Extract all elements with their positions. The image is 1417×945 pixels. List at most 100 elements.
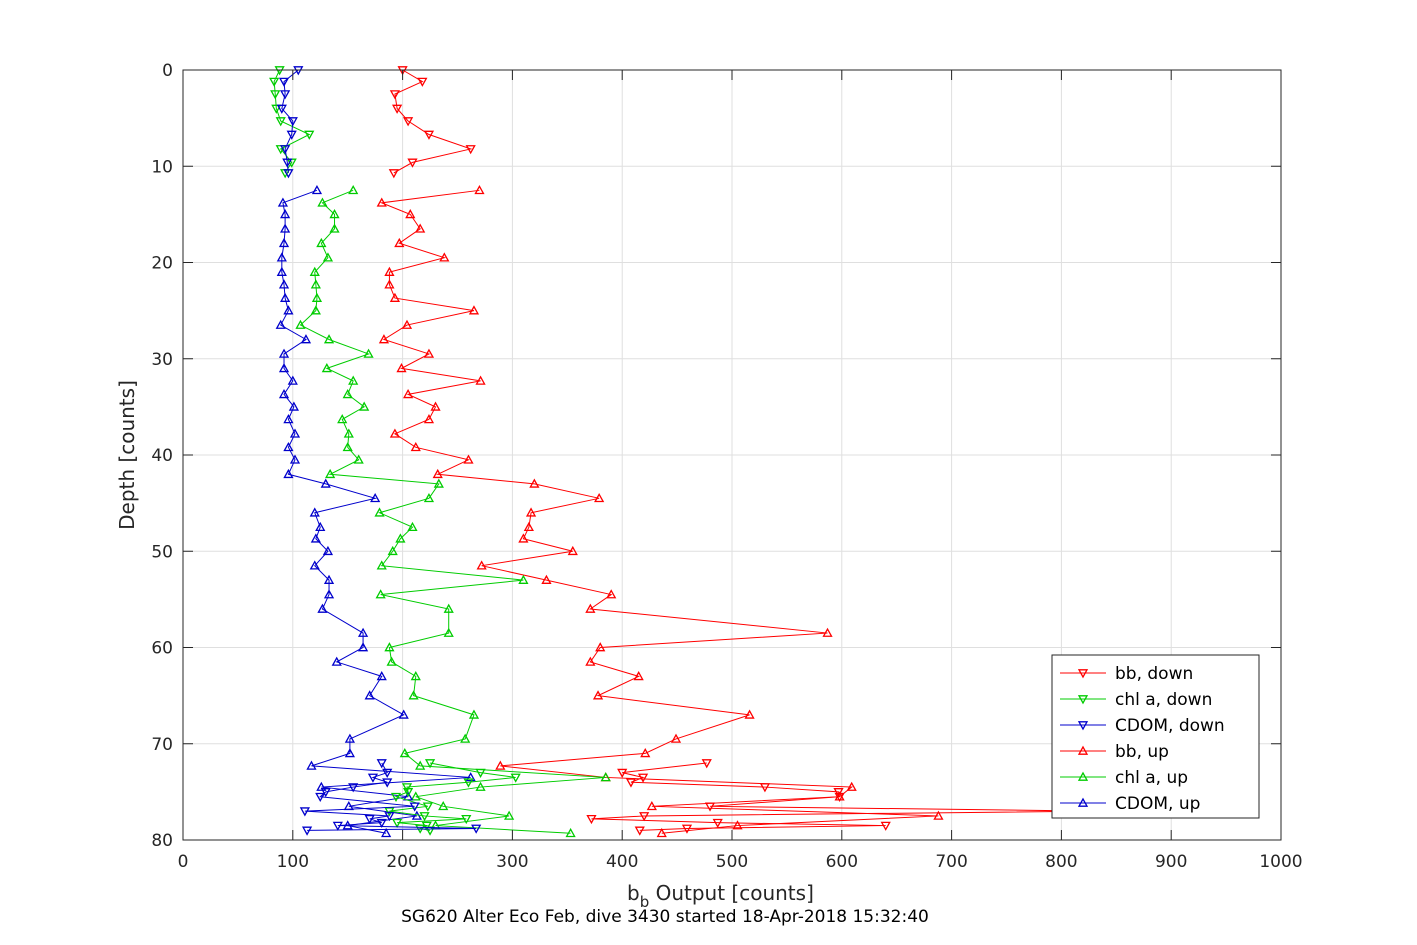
- data-point: [331, 656, 342, 666]
- data-point: [311, 292, 323, 302]
- legend-marker: [1077, 797, 1089, 807]
- data-point: [600, 772, 611, 782]
- data-point: [417, 77, 428, 87]
- series-line: [393, 69, 473, 174]
- data-point: [846, 781, 857, 791]
- data-point: [283, 468, 294, 479]
- series-line: [591, 762, 1095, 831]
- data-point: [475, 375, 486, 385]
- x-axis-label-subscript: b: [640, 893, 650, 911]
- data-point: [320, 788, 331, 798]
- data-point: [280, 145, 291, 155]
- data-point: [322, 252, 334, 262]
- data-point: [586, 814, 597, 825]
- data-point: [316, 781, 327, 791]
- data-point: [275, 117, 286, 127]
- data-point: [315, 521, 326, 532]
- data-point: [323, 589, 335, 599]
- y-tick-label: 60: [151, 639, 173, 659]
- data-point: [606, 589, 617, 599]
- data-point: [401, 319, 413, 329]
- data-point: [475, 768, 486, 778]
- data-point: [529, 478, 540, 488]
- data-point: [322, 545, 334, 556]
- data-point: [283, 305, 294, 315]
- data-point: [283, 441, 294, 452]
- data-point: [320, 478, 331, 488]
- data-point: [433, 478, 444, 488]
- legend-label: CDOM, down: [1115, 716, 1225, 736]
- data-point: [376, 759, 387, 769]
- data-point: [402, 117, 414, 127]
- data-point: [565, 827, 576, 838]
- data-point: [468, 709, 480, 719]
- x-tick-label: 800: [1045, 852, 1077, 872]
- data-point: [439, 252, 450, 262]
- data-point: [822, 627, 833, 637]
- data-point: [759, 783, 771, 793]
- data-point: [933, 810, 944, 820]
- data-point: [332, 821, 343, 831]
- data-point: [525, 507, 537, 517]
- data-point: [646, 800, 657, 811]
- data-point: [595, 642, 606, 652]
- data-point: [422, 802, 433, 812]
- data-point: [701, 759, 712, 769]
- legend: bb, down chl a, down CDOM, down bb, up chl a…: [1051, 654, 1260, 819]
- series-line: [280, 189, 471, 834]
- y-tick-label: 0: [162, 61, 173, 81]
- data-point: [409, 802, 420, 812]
- data-point: [443, 627, 454, 637]
- data-point: [402, 788, 414, 798]
- data-point: [278, 279, 290, 289]
- data-point: [415, 760, 426, 770]
- data-point: [357, 642, 369, 652]
- data-point: [443, 603, 454, 613]
- data-point: [321, 363, 332, 373]
- x-tick-label: 300: [496, 852, 528, 872]
- data-point: [382, 778, 393, 788]
- data-point: [278, 363, 290, 373]
- data-point: [376, 671, 387, 681]
- data-point: [518, 533, 529, 543]
- data-point: [625, 778, 637, 788]
- data-point: [310, 305, 321, 315]
- data-point: [834, 792, 845, 803]
- data-point: [384, 266, 395, 276]
- data-point: [681, 824, 693, 834]
- chart-caption: SG620 Alter Eco Feb, dive 3430 started 1…: [401, 907, 929, 927]
- data-point: [461, 814, 472, 825]
- data-point: [317, 603, 328, 613]
- legend-marker: [1077, 745, 1089, 755]
- y-tick-label: 30: [151, 350, 173, 370]
- data-point: [289, 428, 301, 438]
- data-point: [639, 812, 650, 822]
- data-point: [438, 800, 449, 811]
- data-point: [283, 169, 294, 179]
- data-point: [271, 104, 282, 114]
- data-point: [634, 826, 645, 836]
- data-point: [315, 792, 326, 803]
- data-point: [376, 197, 387, 207]
- data-point: [386, 656, 397, 666]
- data-point: [399, 748, 410, 758]
- x-tick-label: 400: [606, 852, 638, 872]
- legend-label: bb, down: [1115, 664, 1193, 684]
- legend-marker: [1077, 669, 1089, 679]
- data-point: [633, 671, 644, 681]
- data-point: [430, 401, 441, 411]
- x-tick-label: 600: [826, 852, 858, 872]
- data-point: [460, 733, 471, 743]
- data-point: [396, 363, 407, 373]
- legend-marker: [1077, 771, 1089, 781]
- data-point: [287, 117, 298, 127]
- data-point: [316, 237, 327, 248]
- data-point: [407, 158, 418, 168]
- y-axis-label: Depth [counts]: [115, 380, 139, 530]
- data-point: [344, 748, 356, 758]
- series-7: [384, 759, 521, 836]
- x-axis-label-rest: Output [counts]: [649, 881, 814, 905]
- x-tick-label: 1000: [1259, 852, 1302, 872]
- data-point: [357, 627, 369, 637]
- data-point: [523, 521, 534, 532]
